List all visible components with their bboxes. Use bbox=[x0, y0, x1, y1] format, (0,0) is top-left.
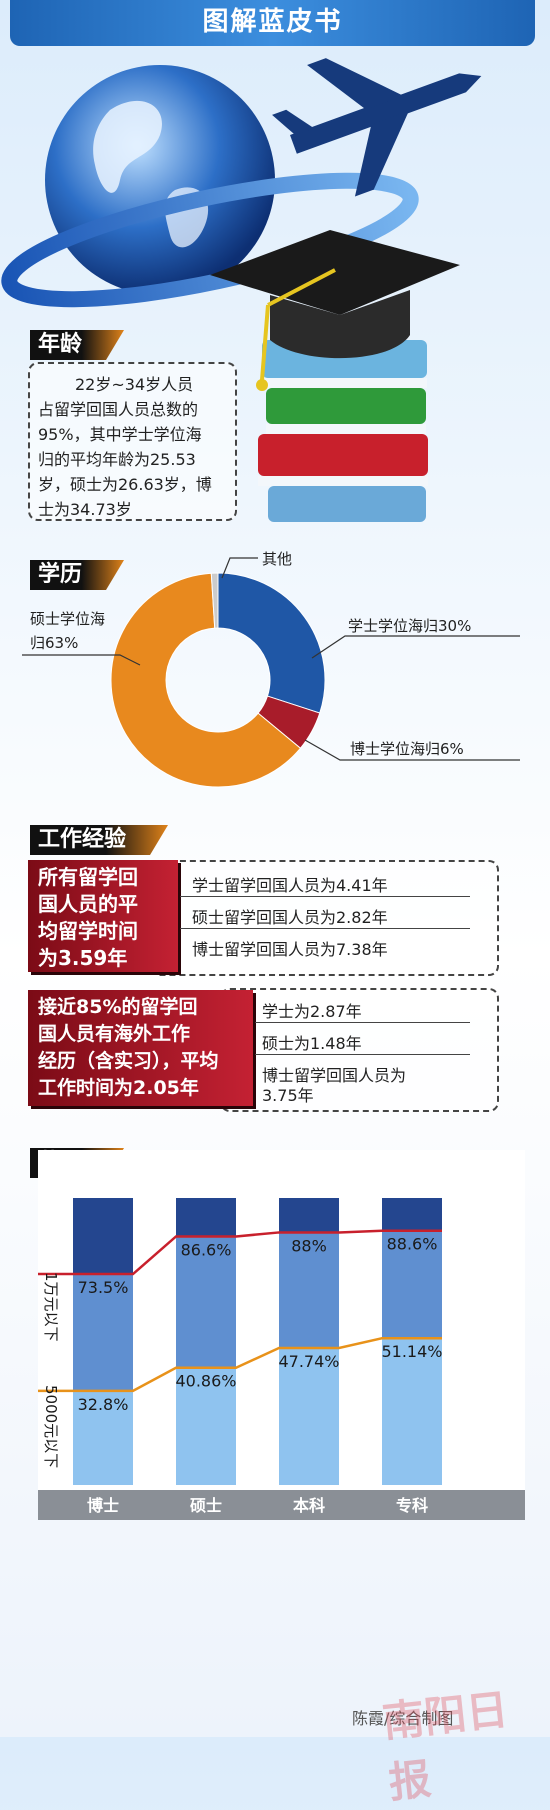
work-time-master: 硕士为1.48年 bbox=[262, 1034, 362, 1053]
bar-segment-above-10k bbox=[382, 1198, 442, 1231]
x-tick-label: 硕士 bbox=[190, 1496, 222, 1515]
study-time-doctor: 博士留学回国人员为7.38年 bbox=[192, 940, 388, 959]
work-time-box bbox=[220, 988, 499, 1112]
pie-label-master: 硕士学位海 bbox=[30, 610, 106, 628]
age-info-box bbox=[28, 362, 237, 521]
bar-segment-below-5k bbox=[279, 1347, 339, 1485]
side-label-5k: 5000元以下 bbox=[42, 1385, 60, 1468]
pie-slice-master bbox=[110, 572, 302, 788]
data-label-10k: 73.5% bbox=[78, 1278, 129, 1297]
age-text-line: 95%，其中学士学位海 bbox=[38, 425, 202, 444]
pie-label-other: 其他 bbox=[262, 550, 293, 568]
data-label-5k: 32.8% bbox=[78, 1395, 129, 1414]
x-tick-label: 本科 bbox=[293, 1496, 325, 1515]
x-tick-label: 专科 bbox=[396, 1496, 428, 1515]
study-time-master: 硕士留学回国人员为2.82年 bbox=[192, 908, 388, 927]
age-text-line: 士为34.73岁 bbox=[38, 500, 132, 519]
data-label-5k: 47.74% bbox=[278, 1352, 339, 1371]
data-label-5k: 40.86% bbox=[175, 1372, 236, 1391]
divider bbox=[180, 928, 470, 929]
work-time-summary: 接近85%的留学回 国人员有海外工作 经历（含实习），平均 工作时间为2.05年 bbox=[28, 990, 253, 1106]
globe-icon bbox=[45, 65, 275, 295]
divider bbox=[255, 1054, 470, 1055]
bar-segment-5k-10k bbox=[382, 1230, 442, 1339]
books-icon bbox=[258, 340, 428, 522]
age-text-line: 22岁~34岁人员 bbox=[75, 375, 194, 394]
study-time-summary: 所有留学回 国人员的平 均留学时间 为3.59年 bbox=[28, 860, 178, 972]
data-label-10k: 86.6% bbox=[181, 1240, 232, 1259]
data-label-10k: 88% bbox=[291, 1236, 327, 1255]
age-text-line: 岁，硕士为26.63岁，博 bbox=[38, 475, 212, 494]
work-section-label: 工作经验 bbox=[30, 825, 168, 855]
x-axis-band bbox=[38, 1490, 525, 1520]
airplane-icon bbox=[272, 58, 482, 197]
bar-segment-5k-10k bbox=[176, 1236, 236, 1368]
pie-label-master: 归63% bbox=[30, 634, 79, 652]
orbit-ring bbox=[1, 172, 419, 308]
credit-text: 陈霞/综合制图 bbox=[352, 1709, 454, 1728]
education-donut-chart bbox=[22, 557, 520, 788]
work-time-bachelor: 学士为2.87年 bbox=[262, 1002, 362, 1021]
pie-leader-line bbox=[221, 557, 258, 579]
education-section-label: 学历 bbox=[30, 560, 124, 590]
bar-segment-below-5k bbox=[382, 1338, 442, 1485]
pie-leader-line bbox=[311, 635, 520, 659]
bar-segment-above-10k bbox=[176, 1198, 236, 1237]
divider bbox=[255, 1022, 470, 1023]
age-text-line: 归的平均年龄为25.53 bbox=[38, 450, 196, 469]
line-series-5k bbox=[38, 1336, 442, 1393]
divider bbox=[180, 896, 470, 897]
work-time-doctor: 博士留学回国人员为 bbox=[262, 1066, 407, 1085]
bar-segment-5k-10k bbox=[279, 1232, 339, 1348]
pie-label-doctor: 博士学位海归6% bbox=[350, 740, 464, 758]
data-label-5k: 51.14% bbox=[381, 1342, 442, 1361]
newspaper-stamp: 南阳日报 bbox=[380, 1684, 511, 1808]
pie-slice-bachelor bbox=[217, 572, 326, 714]
bar-segment-below-5k bbox=[73, 1390, 133, 1485]
x-tick-label: 博士 bbox=[87, 1496, 119, 1515]
bar-segment-below-5k bbox=[176, 1367, 236, 1485]
pie-label-bachelor: 学士学位海归30% bbox=[348, 617, 472, 635]
data-label-10k: 88.6% bbox=[387, 1235, 438, 1254]
work-time-doctor: 3.75年 bbox=[262, 1086, 314, 1105]
bar-segment-above-10k bbox=[279, 1198, 339, 1233]
line-series-10k bbox=[38, 1229, 442, 1276]
pie-leader-line bbox=[22, 654, 141, 666]
bar-segment-above-10k bbox=[73, 1198, 133, 1275]
study-time-bachelor: 学士留学回国人员为4.41年 bbox=[192, 876, 388, 895]
graduation-cap-icon bbox=[210, 230, 460, 391]
globe-illustration bbox=[1, 58, 482, 522]
side-label-10k: 1万元以下 bbox=[42, 1272, 60, 1342]
age-section-label: 年龄 bbox=[30, 330, 124, 360]
age-text-line: 占留学回国人员总数的 bbox=[38, 400, 199, 419]
pie-slice-other bbox=[210, 572, 219, 629]
pie-leader-line bbox=[304, 739, 520, 761]
salary-bar-chart: 73.5% 86.6% 88% 88.6% 32.8% 40.86% 47.74% 51.14… bbox=[38, 1150, 525, 1520]
page-title: 图解蓝皮书 bbox=[10, 0, 535, 46]
bar-segment-5k-10k bbox=[73, 1274, 133, 1391]
